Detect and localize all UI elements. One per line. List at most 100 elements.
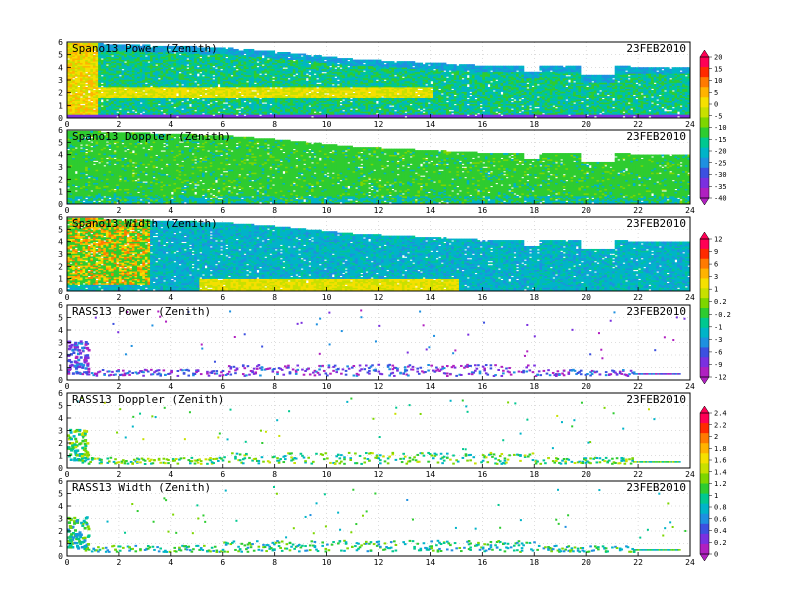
data-cell [306,55,309,57]
data-cell [334,57,337,59]
data-cell [275,88,278,90]
data-cell [77,87,80,89]
data-cell [106,101,109,103]
data-cell [259,50,262,52]
data-cell [259,99,262,101]
data-cell [280,88,283,90]
data-cell [93,55,96,57]
data-cell [319,55,322,57]
data-cell [267,50,270,52]
data-cell [282,52,285,54]
data-cell [251,92,254,94]
data-cell [254,50,257,52]
data-cell [140,114,143,116]
data-cell [288,58,291,60]
data-cell [259,75,262,77]
data-cell [163,114,166,116]
data-cell [220,70,223,72]
data-cell [207,57,210,59]
data-cell [220,47,223,49]
data-cell [285,52,288,54]
data-cell [85,87,88,89]
data-cell [308,72,311,74]
data-cell [111,57,114,59]
data-cell [293,54,296,56]
data-cell [197,67,200,69]
data-cell [145,57,148,59]
data-cell [197,99,200,101]
data-cell [205,95,208,97]
data-cell [355,110,358,112]
data-cell [306,81,309,83]
data-cell [264,104,267,106]
data-cell [147,63,150,65]
data-cell [225,104,228,106]
data-cell [173,108,176,110]
data-cell [347,61,350,63]
data-cell [280,52,283,54]
data-cell [236,110,239,112]
data-cell [150,87,153,89]
data-cell [236,99,239,101]
data-cell [345,58,348,60]
data-cell [212,116,215,118]
data-cell [316,93,319,95]
data-cell [269,50,272,52]
data-cell [134,93,137,95]
data-cell [158,79,161,81]
data-cell [238,50,241,52]
data-cell [244,116,247,118]
data-cell [350,110,353,112]
data-cell [106,66,109,68]
data-cell [256,50,259,52]
data-cell [262,66,265,68]
data-cell [233,49,236,51]
data-cell [202,76,205,78]
data-cell [83,95,86,97]
data-cell [363,60,366,62]
data-cell [275,54,278,56]
data-cell [256,63,259,65]
data-cell [218,113,221,115]
data-cell [236,49,239,51]
data-cell [181,85,184,87]
data-cell [215,69,218,71]
data-cell [145,95,148,97]
data-cell [345,95,348,97]
data-cell [186,60,189,62]
data-cell [215,96,218,98]
data-cell [236,116,239,118]
data-cell [98,90,101,92]
data-cell [327,57,330,59]
data-cell [347,67,350,69]
data-cell [75,93,78,95]
data-cell [285,69,288,71]
data-cell [101,60,104,62]
data-cell [262,50,265,52]
data-cell [342,58,345,60]
data-cell [308,107,311,109]
data-cell [272,81,275,83]
data-cell [267,92,270,94]
data-cell [176,85,179,87]
data-cell [88,101,91,103]
data-cell [186,92,189,94]
data-cell [186,69,189,71]
data-cell [340,69,343,71]
data-cell [119,110,122,112]
data-cell [269,88,272,90]
data-cell [301,54,304,56]
data-cell [340,105,343,107]
data-cell [342,101,345,103]
data-cell [132,111,135,113]
data-cell [324,57,327,59]
data-cell [353,93,356,95]
data-cell [314,113,317,115]
data-cell [122,70,125,72]
data-cell [324,95,327,97]
data-cell [202,114,205,116]
data-cell [329,67,332,69]
data-cell [285,96,288,98]
data-cell [212,76,215,78]
data-cell [181,110,184,112]
